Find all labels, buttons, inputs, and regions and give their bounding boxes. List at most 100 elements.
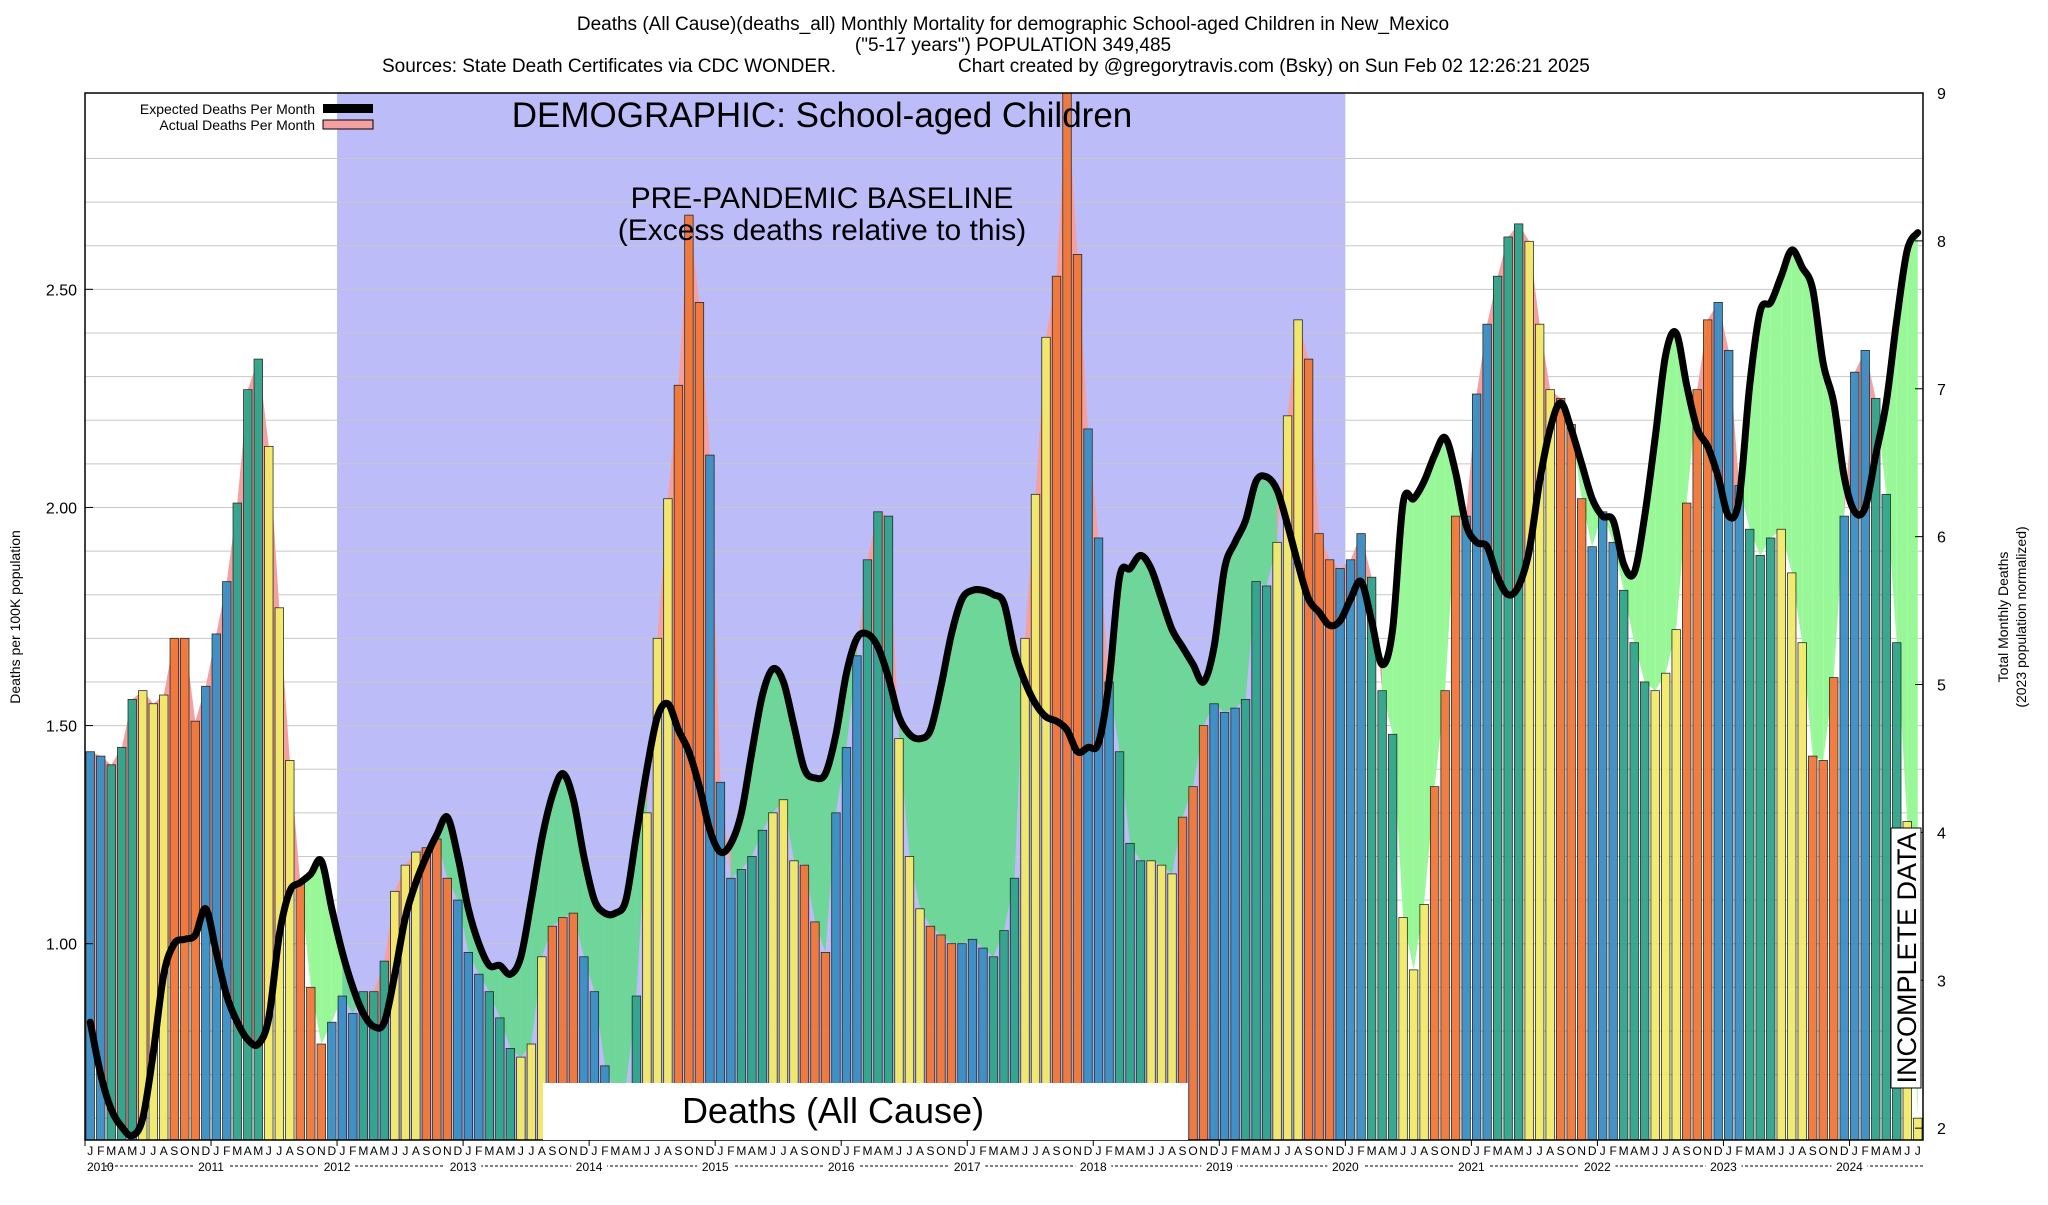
x-year-label: 2011 (198, 1160, 224, 1174)
x-month-label: S (674, 1144, 682, 1158)
actual-bar (1629, 642, 1639, 1140)
x-month-label: N (1703, 1144, 1712, 1158)
x-year-label-bg (571, 1159, 608, 1173)
x-month-label: D (580, 1144, 589, 1158)
x-month-label: M (484, 1144, 494, 1158)
x-month-label: S (170, 1144, 178, 1158)
x-month-label: N (1451, 1144, 1460, 1158)
x-month-label: M (862, 1144, 872, 1158)
x-month-label: F (223, 1144, 230, 1158)
x-month-label: F (97, 1144, 104, 1158)
actual-bar (1083, 428, 1093, 1140)
x-month-label: A (1168, 1144, 1176, 1158)
actual-bar (274, 607, 284, 1140)
actual-bar (295, 882, 305, 1140)
actual-bar (117, 746, 127, 1140)
actual-bar (106, 764, 116, 1140)
x-month-label: A (1378, 1144, 1386, 1158)
chart-credit: Chart created by @gregorytravis.com (Bsk… (958, 56, 1590, 77)
x-month-label: M (883, 1144, 893, 1158)
x-month-label: M (1514, 1144, 1524, 1158)
actual-bar (1766, 537, 1776, 1140)
x-year-label-bg (193, 1159, 230, 1173)
excess-fill-segment (1634, 516, 1645, 682)
actual-bar (673, 384, 684, 1140)
x-year-label-bg (1453, 1159, 1490, 1173)
excess-fill-segment (940, 633, 952, 944)
actual-bar (1503, 236, 1513, 1140)
actual-bar (442, 877, 452, 1140)
actual-bar (526, 1043, 537, 1140)
excess-fill-segment (993, 594, 1004, 957)
actual-bar (1356, 533, 1366, 1140)
x-month-label: N (1199, 1144, 1208, 1158)
x-year-label: 2024 (1836, 1160, 1863, 1174)
actual-bar (327, 1021, 337, 1140)
excess-fill-segment (762, 668, 773, 831)
x-month-label: S (1557, 1144, 1565, 1158)
x-month-label: S (926, 1144, 934, 1158)
x-month-label: D (1336, 1144, 1345, 1158)
actual-bar (1051, 275, 1062, 1140)
x-month-label: N (821, 1144, 830, 1158)
x-month-label: O (684, 1144, 693, 1158)
x-month-label: D (1714, 1144, 1723, 1158)
x-month-label: S (422, 1144, 430, 1158)
excess-fill-segment (919, 729, 931, 927)
actual-bar (1219, 712, 1230, 1140)
x-month-label: S (548, 1144, 556, 1158)
actual-bar (757, 829, 768, 1140)
chart-title: Deaths (All Cause)(deaths_all) Monthly M… (577, 14, 1449, 35)
x-month-label: M (232, 1144, 242, 1158)
x-month-label: J (1148, 1144, 1154, 1158)
excess-fill-segment (1445, 437, 1456, 691)
x-month-label: S (1053, 1144, 1061, 1158)
x-month-label: M (631, 1144, 641, 1158)
x-year-label-bg (1201, 1159, 1238, 1173)
x-month-label: N (1577, 1144, 1586, 1158)
x-year-label-bg (1831, 1159, 1868, 1173)
x-month-label: A (622, 1144, 630, 1158)
actual-bar (1020, 637, 1030, 1140)
expected-line-layer (86, 229, 1922, 1140)
excess-fill-segment (1245, 481, 1257, 700)
cause-box (543, 1083, 1188, 1140)
x-month-label: J (339, 1144, 345, 1158)
actual-bar (337, 995, 347, 1140)
actual-bar (85, 751, 95, 1140)
actual-bar (1314, 533, 1324, 1140)
actual-bar (1230, 707, 1240, 1140)
x-month-label: A (160, 1144, 168, 1158)
x-month-label: M (757, 1144, 767, 1158)
y-tick-label-left: 1.00 (46, 937, 77, 954)
x-month-label: F (1105, 1144, 1112, 1158)
excess-fill-segment (1781, 250, 1792, 573)
actual-bar (453, 899, 463, 1140)
x-year-label-bg (949, 1159, 986, 1173)
actual-bar (1808, 755, 1818, 1140)
x-month-label: M (1115, 1144, 1125, 1158)
y-tick-label-right: 2 (1937, 1121, 1946, 1138)
actual-bar (1724, 349, 1734, 1140)
x-month-label: A (1000, 1144, 1008, 1158)
excess-fill-segment (1403, 498, 1414, 970)
x-month-label: O (1440, 1144, 1449, 1158)
x-month-label: A (538, 1144, 546, 1158)
x-month-label: J (1400, 1144, 1406, 1158)
actual-bar (1062, 93, 1072, 1140)
x-month-label: M (988, 1144, 998, 1158)
excess-fill-segment (1140, 555, 1152, 861)
x-month-label: J (1915, 1144, 1921, 1158)
actual-bar (1366, 576, 1377, 1140)
legend-expected-label: Expected Deaths Per Month (140, 101, 315, 117)
actual-bar (1429, 786, 1440, 1140)
x-month-label: A (1042, 1144, 1050, 1158)
actual-bar (1177, 816, 1188, 1140)
actual-bar (642, 812, 652, 1140)
x-year-label: 2018 (1080, 1160, 1107, 1174)
x-year-label-bg (319, 1159, 356, 1173)
actual-bar (841, 746, 852, 1140)
x-month-label: N (947, 1144, 956, 1158)
actual-bar (1839, 515, 1849, 1140)
